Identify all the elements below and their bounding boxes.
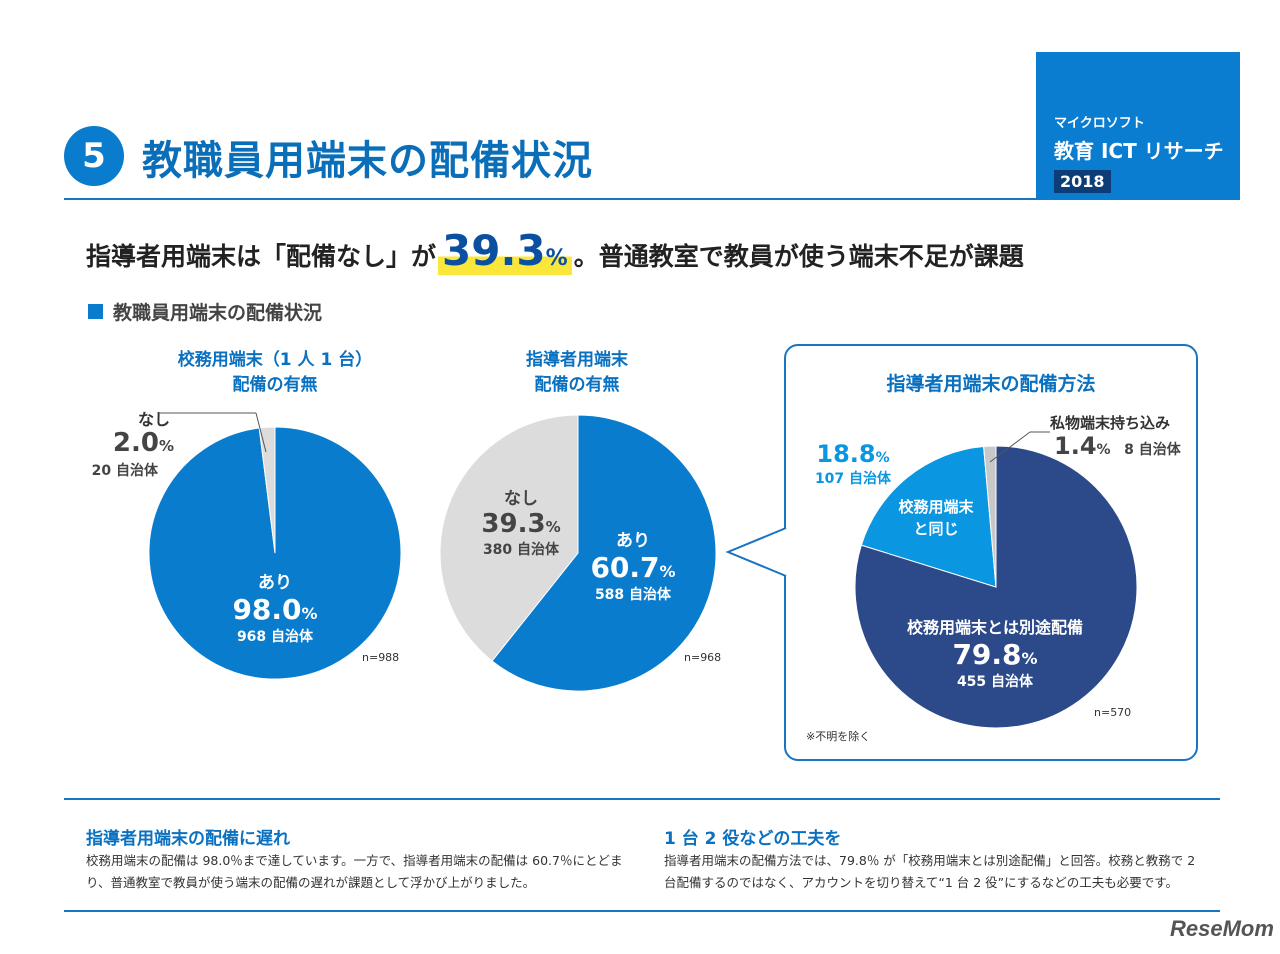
headline-prefix: 指導者用端末は「配備なし」が bbox=[86, 242, 437, 271]
brand-box: マイクロソフト 教育 ICT リサーチ 2018 bbox=[1036, 52, 1240, 200]
chart3-title: 指導者用端末の配備方法 bbox=[886, 373, 1096, 395]
chart3-slice-2 bbox=[983, 445, 997, 588]
chart3-private-value: 1.4% 8 自治体 bbox=[1054, 432, 1181, 460]
callout-pointer bbox=[728, 528, 786, 576]
chart3-same-value: 18.8% 107 自治体 bbox=[814, 440, 892, 487]
left-summary-title: 指導者用端末の配備に遅れ bbox=[86, 829, 290, 849]
brand-company: マイクロソフト bbox=[1054, 116, 1145, 131]
chart3-pie bbox=[854, 445, 1138, 729]
chart1-title: 校務用端末（1 人 1 台） 配備の有無 bbox=[177, 350, 373, 395]
resemom-logo: ReseMom bbox=[1170, 916, 1274, 941]
chart3-slice-1 bbox=[860, 446, 997, 588]
chart1-pie bbox=[148, 426, 402, 680]
chart2-none-label: なし 39.3% 380 自治体 bbox=[481, 489, 561, 558]
chart1-sample-size: n=988 bbox=[362, 651, 400, 664]
chart2-yes-label: あり 60.7% 588 自治体 bbox=[590, 531, 676, 603]
chart2-slice-1 bbox=[439, 414, 579, 662]
chart1-yes-label: あり 98.0% 968 自治体 bbox=[232, 573, 318, 645]
brand-title: 教育 ICT リサーチ bbox=[1054, 139, 1224, 163]
bottom-top-rule bbox=[64, 798, 1220, 800]
chart3-sample-size: n=570 bbox=[1094, 706, 1132, 719]
square-bullet-icon bbox=[88, 304, 103, 319]
chart1-leader-line-2 bbox=[255, 412, 267, 453]
callout-pointer-edge bbox=[725, 527, 787, 577]
headline-suffix: 。普通教室で教員が使う端末不足が課題 bbox=[573, 242, 1024, 271]
chart3-separate-label: 校務用端末とは別途配備 79.8% 455 自治体 bbox=[906, 618, 1083, 690]
left-summary-text: 校務用端末の配備は 98.0％まで達しています。一方で、指導者用端末の配備は 6… bbox=[86, 853, 623, 890]
chart2-slice-0 bbox=[491, 414, 717, 692]
right-summary-title: 1 台 2 役などの工夫を bbox=[664, 829, 842, 849]
chart2-sample-size: n=968 bbox=[684, 651, 722, 664]
chart2-pie bbox=[439, 414, 717, 692]
brand-year: 2018 bbox=[1054, 170, 1111, 193]
header-divider bbox=[64, 198, 1240, 200]
chart1-none-count: 20 自治体 bbox=[91, 463, 158, 479]
section-number-badge: 5 bbox=[64, 126, 124, 186]
bottom-bottom-rule bbox=[64, 910, 1220, 912]
chart3-private-label: 私物端末持ち込み bbox=[1050, 414, 1171, 432]
chart1-none-value: 2.0% bbox=[112, 428, 174, 458]
chart3-leader-line-2 bbox=[989, 431, 1031, 463]
page-title: 教職員用端末の配備状況 bbox=[142, 138, 593, 184]
chart2-title: 指導者用端末 配備の有無 bbox=[526, 350, 628, 395]
chart3-same-label: 校務用端末と同じ bbox=[898, 498, 974, 538]
chart1-slice-1 bbox=[258, 426, 276, 554]
chart-section-heading: 教職員用端末の配備状況 bbox=[88, 298, 322, 325]
right-summary-text: 指導者用端末の配備方法では、79.8％ が「校務用端末とは別途配備」と回答。校務… bbox=[664, 853, 1196, 890]
headline-value: 39.3% bbox=[438, 226, 572, 275]
chart1-none-label: なし bbox=[137, 410, 170, 429]
headline: 指導者用端末は「配備なし」が 39.3% 。普通教室で教員が使う端末不足が課題 bbox=[86, 226, 1024, 275]
chart3-footnote: ※不明を除く bbox=[806, 730, 871, 743]
